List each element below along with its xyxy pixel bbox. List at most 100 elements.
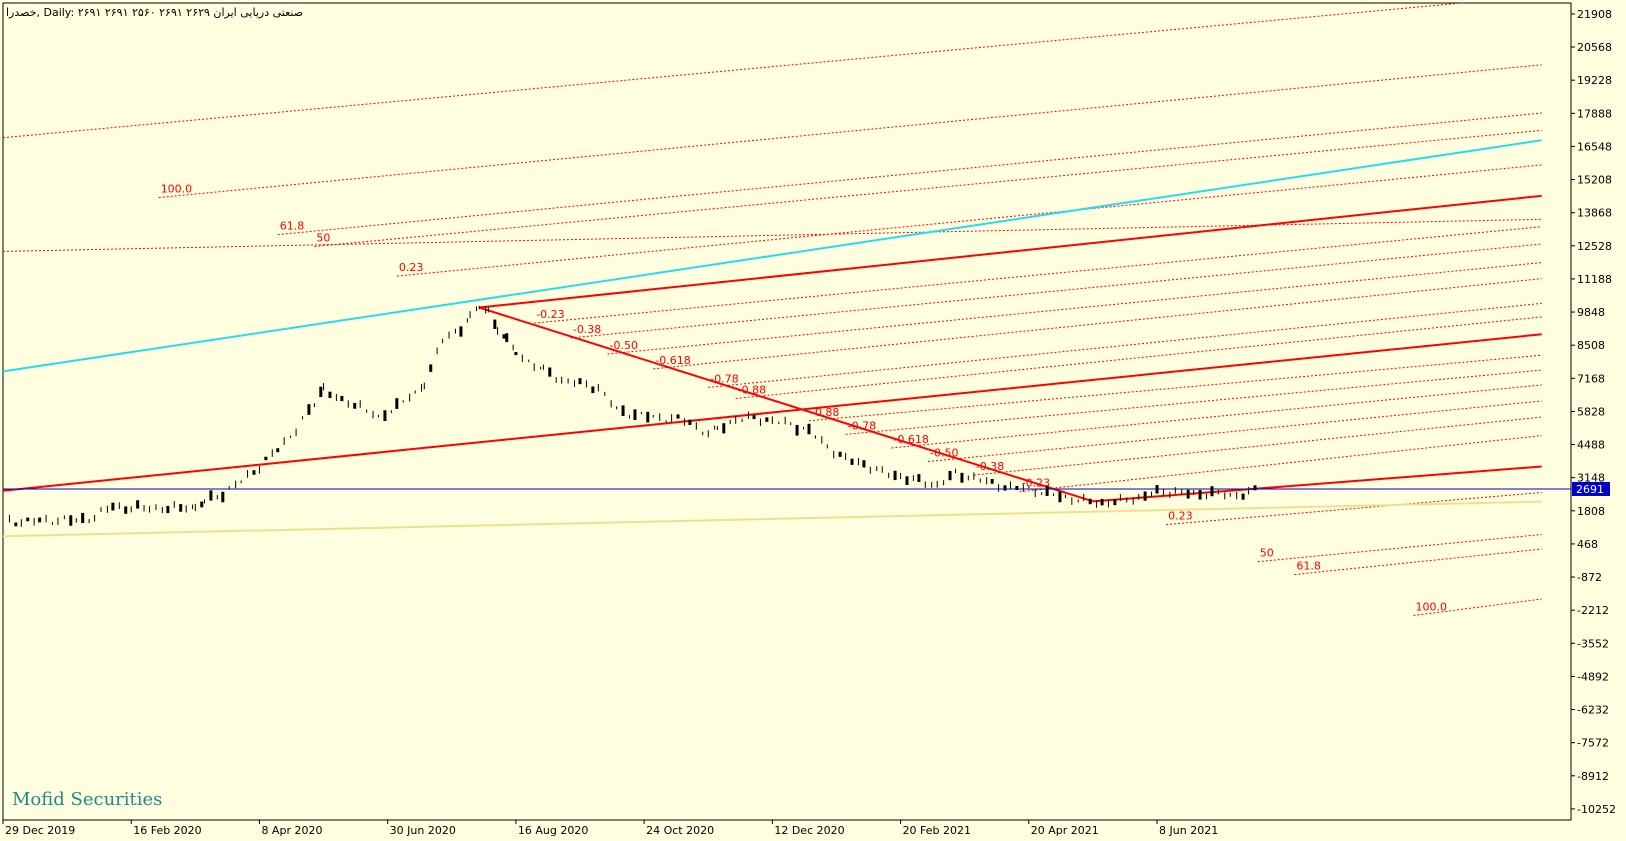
x-tick-label: 16 Aug 2020	[518, 824, 588, 837]
y-tick-label: 16548	[1577, 140, 1612, 153]
price-candle	[14, 522, 18, 527]
price-candle	[1003, 485, 1007, 491]
price-candle	[591, 386, 595, 394]
x-tick-label: 8 Apr 2020	[261, 824, 322, 837]
fib-line	[1166, 491, 1542, 526]
price-candle	[905, 476, 909, 485]
fib-label: 0.23	[1168, 510, 1193, 523]
fib-line	[808, 354, 1542, 422]
fib-label: -0.78	[710, 372, 738, 385]
price-candle	[646, 411, 650, 423]
y-tick-label: 8508	[1577, 339, 1605, 352]
fib-line	[158, 64, 1542, 199]
price-candle	[850, 458, 854, 465]
price-candle	[166, 505, 170, 514]
fib-label: 100.0	[161, 183, 193, 196]
trendline	[479, 194, 1542, 309]
price-candle	[1045, 485, 1049, 496]
trendline	[3, 333, 1542, 492]
fib-label: 50	[1260, 547, 1274, 560]
fib-label: -0.88	[811, 406, 839, 419]
fibonacci-labels: 100.061.8500.23-0.23-0.38-0.50-0.618-0.7…	[161, 183, 1447, 614]
price-candle	[1186, 489, 1190, 499]
y-tick-label: 17888	[1577, 107, 1612, 120]
fib-line	[607, 262, 1542, 355]
y-tick-label: 19228	[1577, 74, 1612, 87]
y-tick-label: -872	[1577, 571, 1602, 584]
fib-line	[891, 384, 1542, 449]
fib-line	[3, 218, 1542, 252]
price-candle	[276, 448, 280, 453]
fib-line	[1019, 435, 1542, 493]
price-candle	[1198, 490, 1202, 500]
fibonacci-lines	[3, 3, 1542, 617]
x-tick-label: 12 Dec 2020	[774, 824, 844, 837]
price-candle	[893, 470, 897, 481]
trendline	[3, 500, 1542, 538]
fib-line	[314, 129, 1542, 247]
fib-label: -0.23	[536, 308, 564, 321]
price-candle	[633, 409, 637, 421]
fib-label: -0.618	[893, 433, 928, 446]
price-candle	[676, 414, 680, 419]
trendline	[478, 306, 1094, 503]
price-candle	[111, 502, 115, 511]
price-candle	[429, 364, 433, 372]
fib-line	[3, 3, 1467, 139]
price-candle	[948, 470, 952, 481]
fib-line	[973, 416, 1542, 476]
x-tick-label: 24 Oct 2020	[646, 824, 714, 837]
price-candle	[1113, 499, 1117, 506]
current-price-tag	[1572, 481, 1610, 496]
price-candle	[252, 470, 256, 475]
price-candle	[221, 491, 225, 503]
price-candle	[136, 500, 140, 509]
y-tick-label: -8912	[1577, 770, 1609, 783]
y-tick-label: 9848	[1577, 306, 1605, 319]
fib-label: -0.38	[573, 323, 601, 336]
price-candle	[765, 417, 769, 422]
y-tick-label: 1808	[1577, 505, 1605, 518]
fib-label: 100.0	[1415, 601, 1447, 614]
price-candle	[1143, 491, 1147, 501]
price-candle	[722, 423, 726, 434]
price-candle	[1015, 485, 1019, 491]
price-candle	[1088, 498, 1092, 505]
y-tick-label: -10252	[1577, 803, 1616, 816]
price-candle	[578, 378, 582, 385]
price-candle	[395, 398, 399, 409]
x-tick-label: 20 Feb 2021	[903, 824, 971, 837]
fib-label: -0.88	[738, 384, 766, 397]
price-candle	[795, 424, 799, 436]
price-candle	[200, 501, 204, 508]
y-tick-label: 12528	[1577, 240, 1612, 253]
price-candle	[1210, 486, 1214, 497]
price-axis: 21908 20568 19228 17888 16548 15208 13868 12528…	[1571, 8, 1616, 816]
fib-line	[927, 400, 1542, 463]
fib-label: 0.23	[399, 261, 424, 274]
price-candle	[1100, 498, 1104, 506]
y-tick-label: 21908	[1577, 8, 1612, 21]
fib-line	[1413, 598, 1542, 617]
price-candle	[264, 456, 268, 461]
chart-header: خصدرا, Daily: صنعتی دریایی ایران ۲۶۲۹ ۲۶…	[6, 6, 303, 19]
price-candle	[1241, 493, 1245, 500]
x-tick-label: 16 Feb 2020	[133, 824, 201, 837]
y-tick-label: 5828	[1577, 405, 1605, 418]
fib-line	[1294, 548, 1542, 576]
price-candle	[862, 460, 866, 468]
y-tick-label: 11188	[1577, 273, 1612, 286]
fib-label: -0.50	[930, 447, 958, 460]
watermark: Mofid Securities	[12, 789, 162, 810]
price-series	[3, 305, 1257, 527]
price-candle	[307, 404, 311, 415]
price-candle	[328, 391, 332, 398]
price-candle	[38, 517, 42, 523]
y-tick-label: 4488	[1577, 439, 1605, 452]
y-tick-label: -2212	[1577, 604, 1609, 617]
y-tick-label: 3148	[1577, 472, 1605, 485]
fib-line	[570, 243, 1542, 339]
fib-label: 50	[316, 231, 330, 244]
